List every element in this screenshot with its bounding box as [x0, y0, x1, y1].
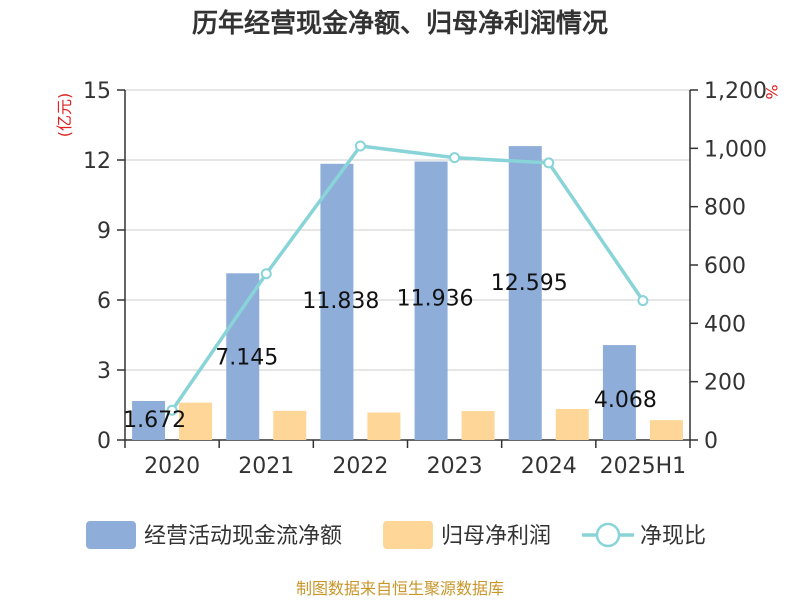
x-tick-label: 2022 — [332, 454, 388, 479]
ratio-point — [449, 152, 461, 164]
cashflow-data-label: 12.595 — [491, 271, 568, 296]
x-tick-label: 2024 — [521, 454, 577, 479]
x-tick-label: 2023 — [427, 454, 483, 479]
cashflow-bar — [132, 400, 166, 440]
cashflow-data-label: 11.936 — [397, 286, 474, 311]
grid — [125, 89, 690, 371]
right-tick-label: 0 — [704, 429, 718, 454]
legend-label: 净现比 — [640, 524, 706, 549]
legend-label: 经营活动现金流净额 — [144, 524, 342, 549]
left-tick-label: 3 — [97, 359, 111, 384]
cashflow-data-label: 1.672 — [123, 408, 186, 433]
right-axis-unit: % — [762, 84, 781, 99]
right-tick-label: 400 — [704, 312, 746, 337]
source-note: 制图数据来自恒生聚源数据库 — [296, 579, 504, 598]
cashflow-bar — [602, 345, 636, 440]
cashflow-bar — [226, 273, 260, 440]
x-tick-label: 2025H1 — [600, 454, 687, 479]
legend-label: 归母净利润 — [441, 524, 551, 549]
left-tick-label: 12 — [83, 149, 111, 174]
x-tick-label: 2020 — [144, 454, 200, 479]
legend-swatch — [383, 521, 433, 549]
ratio-point — [354, 140, 366, 152]
cashflow-bar — [414, 161, 448, 440]
netprofit-bar — [273, 410, 307, 440]
netprofit-bar — [461, 411, 495, 440]
ratio-point — [637, 295, 649, 307]
chart-title: 历年经营现金净额、归母净利润情况 — [192, 8, 608, 39]
right-tick-label: 1,200 — [704, 79, 767, 104]
data-labels: 1.672 7.145 11.838 11.936 12.595 4.068 — [123, 271, 657, 433]
ratio-line-path — [170, 144, 645, 412]
legend: 经营活动现金流净额 归母净利润 净现比 — [86, 521, 706, 549]
x-tick-label: 2021 — [238, 454, 294, 479]
cashflow-data-label: 11.838 — [302, 289, 379, 314]
left-tick-label: 15 — [83, 79, 111, 104]
left-tick-label: 0 — [97, 429, 111, 454]
left-tick-label: 9 — [97, 219, 111, 244]
cashflow-bar — [320, 163, 354, 440]
left-axis-unit: (亿元) — [55, 93, 74, 138]
right-tick-label: 1,000 — [704, 137, 767, 162]
ratio-line — [166, 140, 649, 416]
right-tick-label: 600 — [704, 254, 746, 279]
netprofit-bar — [179, 402, 213, 440]
netprofit-bar — [555, 408, 589, 440]
legend-marker — [595, 522, 621, 548]
netprofit-bar — [649, 420, 683, 440]
axes: 0 3 6 9 12 15 0 200 400 600 800 1,000 1,200 2020 2021 2… — [83, 79, 767, 479]
right-tick-label: 800 — [704, 196, 746, 221]
legend-swatch — [86, 521, 136, 549]
cashflow-data-label: 4.068 — [594, 388, 657, 413]
ratio-point — [260, 268, 272, 280]
cashflow-data-label: 7.145 — [215, 345, 278, 370]
netprofit-bar — [367, 412, 401, 440]
cashflow-bar — [508, 146, 542, 440]
ratio-point — [543, 157, 555, 169]
right-tick-label: 200 — [704, 371, 746, 396]
bars — [132, 146, 683, 440]
left-tick-label: 6 — [97, 289, 111, 314]
ratio-point — [166, 404, 178, 416]
